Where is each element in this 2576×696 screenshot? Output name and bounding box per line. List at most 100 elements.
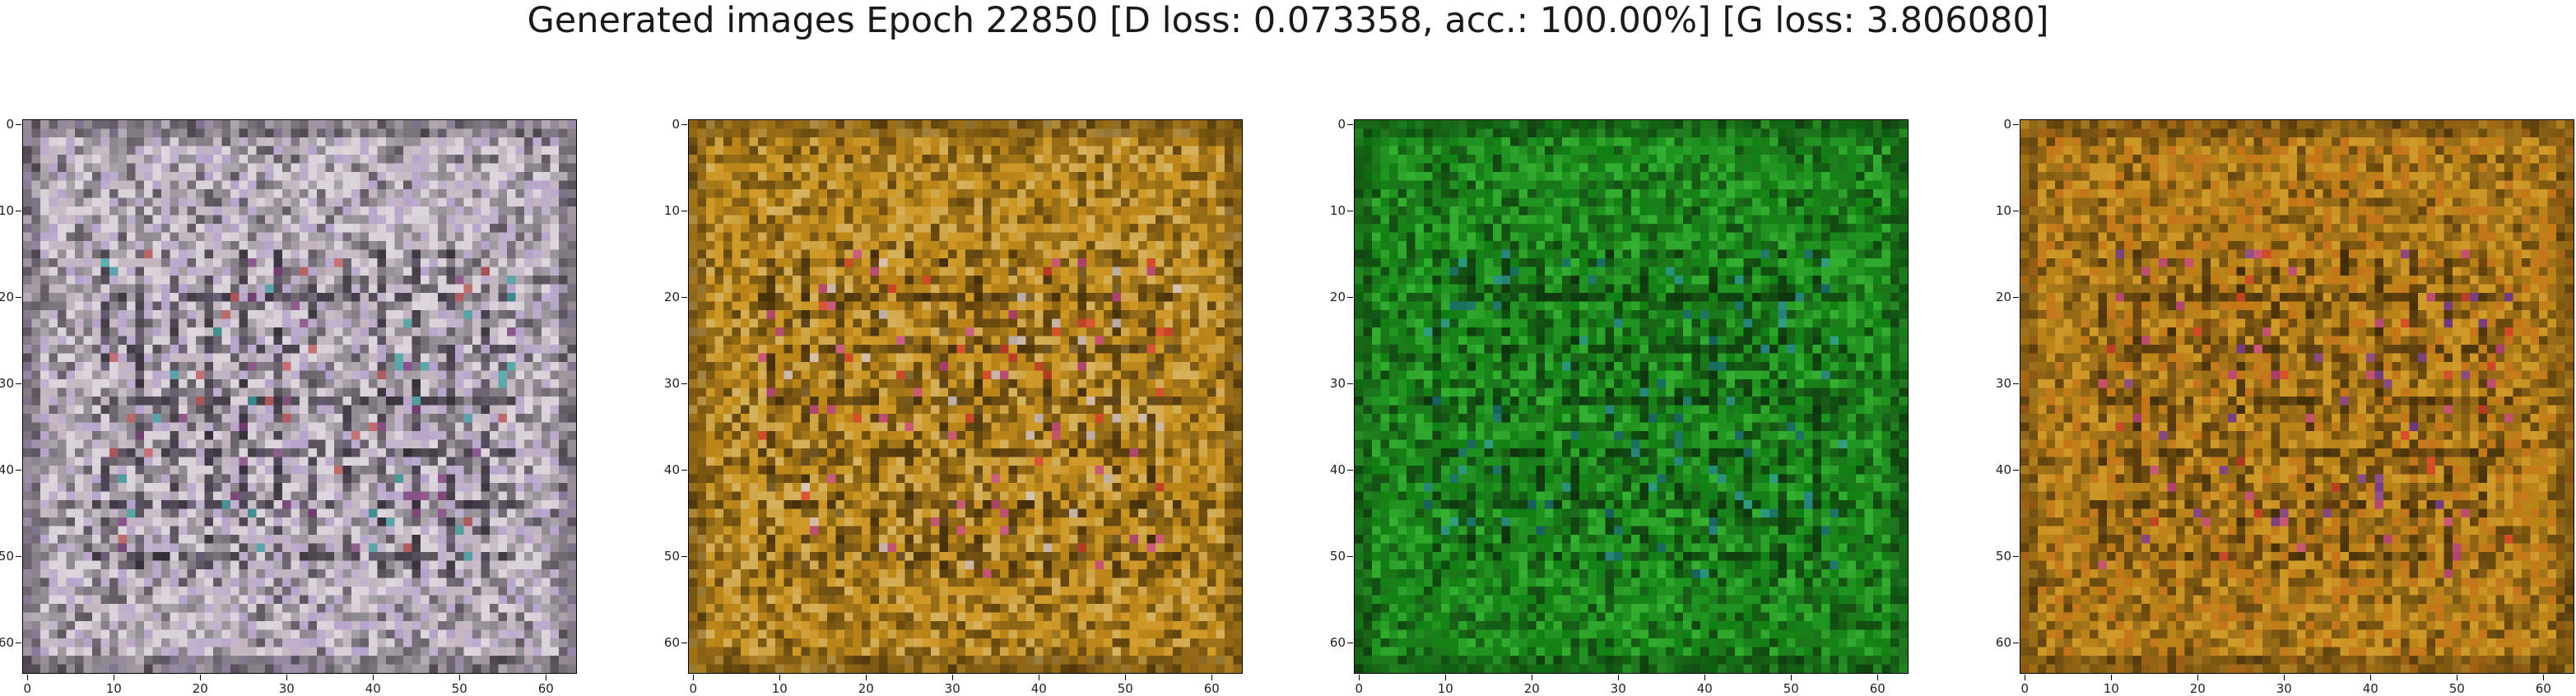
image-pixel	[1104, 120, 1113, 129]
image-pixel	[498, 491, 508, 501]
image-pixel	[291, 172, 300, 181]
image-pixel	[334, 560, 343, 570]
image-pixel	[300, 258, 309, 267]
image-pixel	[1138, 137, 1147, 146]
image-pixel	[118, 483, 128, 492]
image-pixel	[481, 128, 491, 138]
image-pixel	[567, 466, 576, 475]
image-pixel	[429, 267, 439, 276]
image-pixel	[1207, 146, 1216, 155]
image-pixel	[1017, 146, 1026, 155]
image-pixel	[31, 155, 41, 164]
image-pixel	[179, 284, 188, 294]
image-pixel	[931, 128, 940, 138]
image-pixel	[92, 612, 101, 622]
image-pixel	[1155, 146, 1165, 155]
image-pixel	[783, 197, 793, 207]
image-pixel	[118, 189, 128, 198]
image-pixel	[706, 224, 715, 233]
image-pixel	[49, 621, 58, 630]
image-pixel	[31, 276, 41, 285]
image-pixel	[455, 267, 464, 276]
image-pixel	[100, 500, 110, 509]
image-pixel	[221, 466, 231, 475]
image-pixel	[1069, 120, 1078, 129]
image-pixel	[170, 232, 179, 242]
image-pixel	[40, 370, 49, 380]
image-pixel	[793, 224, 802, 233]
image-pixel	[1035, 197, 1044, 207]
image-pixel	[498, 310, 508, 319]
image-pixel	[49, 457, 58, 466]
image-pixel	[152, 483, 162, 492]
image-pixel	[135, 267, 145, 276]
image-pixel	[291, 189, 300, 198]
image-pixel	[472, 629, 481, 639]
image-pixel	[239, 629, 249, 639]
image-pixel	[1155, 215, 1165, 225]
image-pixel	[23, 405, 32, 415]
image-pixel	[196, 422, 205, 432]
image-pixel	[1086, 128, 1095, 138]
image-pixel	[490, 569, 499, 578]
image-pixel	[135, 629, 145, 639]
image-pixel	[273, 578, 283, 587]
image-pixel	[498, 397, 508, 406]
image-pixel	[334, 224, 343, 233]
image-pixel	[239, 414, 249, 423]
image-pixel	[273, 362, 283, 371]
image-pixel	[1095, 163, 1104, 173]
image-pixel	[308, 483, 318, 492]
image-pixel	[118, 656, 128, 665]
image-pixel	[75, 327, 84, 336]
image-pixel	[438, 526, 447, 536]
image-pixel	[265, 638, 274, 647]
image-pixel	[377, 379, 387, 388]
image-pixel	[490, 310, 499, 319]
image-pixel	[282, 318, 291, 328]
image-pixel	[58, 327, 67, 336]
image-pixel	[1008, 189, 1018, 198]
image-pixel	[325, 457, 335, 466]
image-pixel	[58, 466, 67, 475]
image-pixel	[429, 612, 439, 622]
image-pixel	[204, 137, 214, 146]
image-pixel	[403, 526, 412, 536]
image-pixel	[714, 215, 724, 225]
image-pixel	[870, 128, 880, 138]
image-pixel	[334, 612, 343, 622]
image-pixel	[567, 526, 576, 536]
image-pixel	[515, 629, 525, 639]
image-pixel	[689, 197, 698, 207]
image-pixel	[1060, 215, 1070, 225]
image-pixel	[775, 232, 784, 242]
image-pixel	[135, 500, 145, 509]
image-pixel	[161, 146, 170, 155]
image-pixel	[221, 621, 231, 630]
image-pixel	[463, 526, 473, 536]
image-pixel	[58, 128, 67, 138]
image-pixel	[412, 664, 421, 673]
image-pixel	[515, 128, 525, 138]
image-pixel	[23, 508, 32, 518]
image-pixel	[490, 267, 499, 276]
image-pixel	[83, 276, 93, 285]
image-pixel	[455, 578, 464, 587]
image-pixel	[1104, 180, 1113, 190]
image-pixel	[542, 508, 551, 518]
image-pixel	[92, 128, 101, 138]
image-pixel	[300, 120, 309, 129]
image-pixel	[58, 362, 67, 371]
image-pixel	[550, 327, 560, 336]
image-pixel	[256, 241, 266, 250]
image-pixel	[438, 215, 447, 225]
image-pixel	[403, 552, 412, 561]
image-pixel	[291, 414, 300, 423]
image-pixel	[507, 336, 516, 346]
image-pixel	[498, 318, 508, 328]
image-pixel	[879, 137, 888, 146]
image-pixel	[472, 370, 481, 380]
image-pixel	[956, 155, 966, 164]
image-pixel	[697, 163, 707, 173]
image-pixel	[550, 120, 560, 129]
